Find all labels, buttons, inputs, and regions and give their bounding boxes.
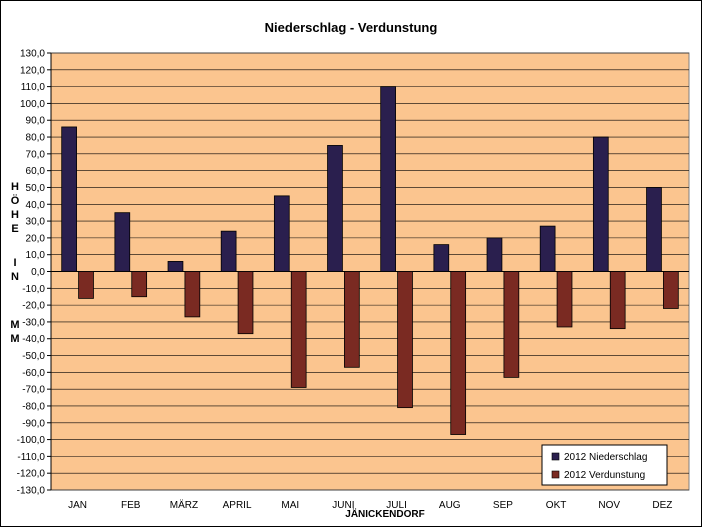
bar-verdunstung <box>78 271 94 299</box>
x-tick-label: JULI <box>386 500 407 511</box>
bar-verdunstung <box>450 271 467 435</box>
y-axis-label-glyph: N <box>11 271 19 283</box>
bars <box>61 86 679 435</box>
chart-title: Niederschlag - Verdunstung <box>265 20 438 35</box>
bar-verdunstung <box>609 271 626 330</box>
bar-verdunstung <box>290 271 307 388</box>
y-tick-label: -40,0 <box>22 334 45 345</box>
y-tick-label: 100,0 <box>20 99 45 110</box>
y-tick-label: -70,0 <box>22 385 45 396</box>
y-axis-label-glyph: M <box>10 333 19 345</box>
y-tick-label: 70,0 <box>26 149 46 160</box>
y-tick-label: 0,0 <box>31 267 45 278</box>
x-axis-ticks: JAN FEB MÄRZ APRIL MAI JUNI JULI AUG SEP OKT NOV DE… <box>68 499 672 511</box>
bar-niederschlag <box>220 230 237 272</box>
y-axis-ticks: -130,0 -120,0 -110,0 -100,0 -90,0 -80,0 -70,0 -… <box>17 49 689 497</box>
x-tick-label: DEZ <box>652 500 672 511</box>
y-tick-label: 90,0 <box>26 116 46 127</box>
x-tick-label: SEP <box>493 500 513 511</box>
bar-verdunstung <box>131 271 148 298</box>
y-axis-label-glyph: I <box>13 257 16 269</box>
y-axis-label-glyph: E <box>11 223 18 235</box>
bar-verdunstung <box>344 271 360 368</box>
bar-verdunstung <box>503 271 520 378</box>
y-tick-label: -130,0 <box>17 486 46 497</box>
y-axis-label-glyph: M <box>10 319 19 331</box>
y-tick-label: 120,0 <box>20 65 45 76</box>
legend-box <box>541 444 668 486</box>
bar-niederschlag <box>327 145 343 272</box>
bar-niederschlag <box>486 237 503 272</box>
x-tick-label: FEB <box>121 500 141 511</box>
y-tick-label: -20,0 <box>22 301 45 312</box>
y-axis-label-glyph: Ö <box>11 194 20 207</box>
bar-niederschlag <box>273 195 290 272</box>
y-tick-label: -30,0 <box>22 317 45 328</box>
x-tick-label: NOV <box>598 500 620 511</box>
legend-label: 2012 Verdunstung <box>564 470 645 481</box>
bar-verdunstung <box>556 271 573 328</box>
bar-niederschlag <box>433 244 450 272</box>
x-tick-label: MAI <box>281 500 299 511</box>
y-tick-label: 10,0 <box>26 250 46 261</box>
bar-niederschlag <box>61 126 77 272</box>
y-axis-label-glyph: H <box>11 209 19 221</box>
x-axis-label: JÄNICKENDORF <box>345 507 424 520</box>
bar-niederschlag <box>167 261 184 272</box>
y-tick-label: 80,0 <box>26 133 46 144</box>
x-tick-label: OKT <box>546 500 567 511</box>
bar-niederschlag <box>380 86 396 272</box>
bar-niederschlag <box>539 225 556 272</box>
bar-verdunstung <box>184 271 201 318</box>
bar-verdunstung <box>237 271 254 335</box>
y-tick-label: 110,0 <box>21 82 46 93</box>
y-tick-label: -100,0 <box>17 435 46 446</box>
bar-verdunstung <box>397 271 413 409</box>
legend-label: 2012 Niederschlag <box>564 452 647 463</box>
x-tick-label: APRIL <box>223 500 252 511</box>
y-tick-label: 20,0 <box>26 233 46 244</box>
y-axis-label-glyph: H <box>11 181 19 193</box>
bar-niederschlag <box>646 187 662 272</box>
bar-niederschlag <box>592 136 609 272</box>
y-tick-label: -60,0 <box>22 368 45 379</box>
y-tick-label: -10,0 <box>22 284 45 295</box>
y-tick-label: -80,0 <box>22 401 45 412</box>
legend-swatch <box>551 452 560 461</box>
y-tick-label: 40,0 <box>26 200 46 211</box>
y-tick-label: -110,0 <box>17 452 45 463</box>
legend: 2012 Niederschlag 2012 Verdunstung <box>541 444 668 486</box>
bar-verdunstung <box>663 271 679 309</box>
y-tick-label: -90,0 <box>22 418 45 429</box>
y-tick-label: 30,0 <box>26 217 46 228</box>
x-tick-label: AUG <box>439 500 461 511</box>
legend-swatch <box>551 470 560 479</box>
y-tick-label: -120,0 <box>17 469 46 480</box>
bar-niederschlag <box>114 212 131 272</box>
x-tick-label: MÄRZ <box>170 499 198 511</box>
y-tick-label: 130,0 <box>20 49 45 60</box>
y-tick-label: 60,0 <box>26 166 46 177</box>
y-tick-label: -50,0 <box>22 351 45 362</box>
x-tick-label: JAN <box>68 500 87 511</box>
y-tick-label: 50,0 <box>26 183 46 194</box>
x-tick-label: JUNI <box>332 500 354 511</box>
